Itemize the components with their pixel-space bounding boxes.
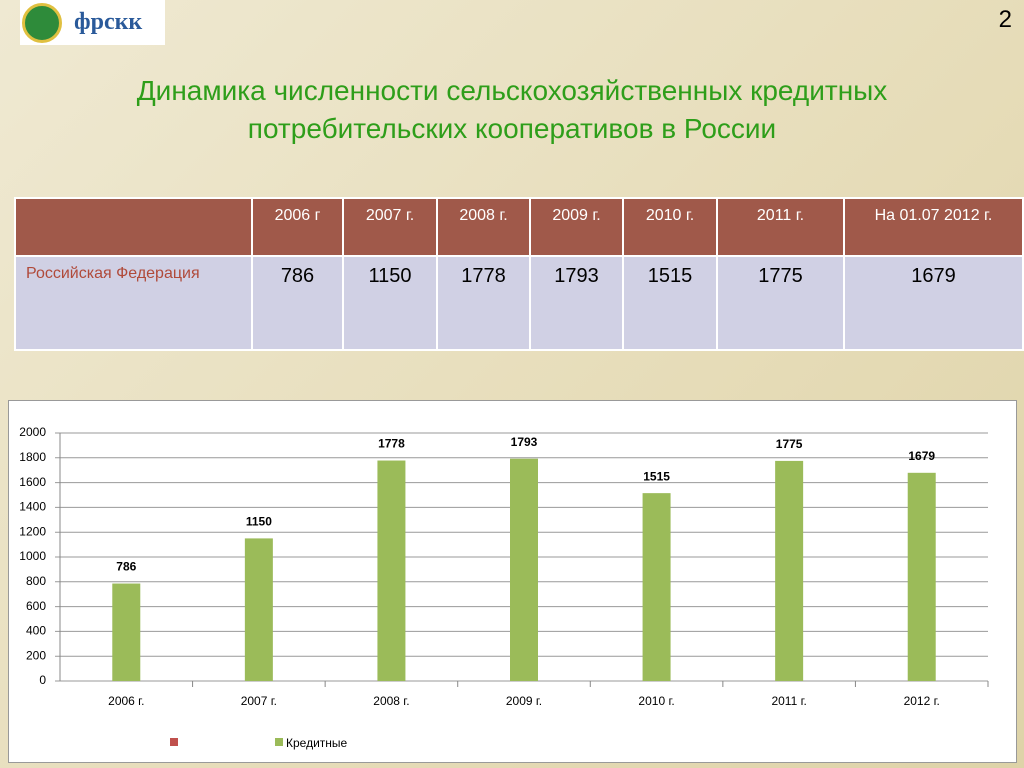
- bar: [510, 458, 538, 681]
- cell: 1793: [529, 255, 624, 351]
- data-label: 1150: [246, 515, 272, 529]
- column-header: 2009 г.: [529, 197, 624, 257]
- x-tick-label: 2007 г.: [241, 694, 277, 708]
- header-row: 2006 г 2007 г. 2008 г. 2009 г. 2010 г. 2011 г…: [14, 197, 1024, 257]
- page-number: 2: [998, 6, 1012, 33]
- y-tick-label: 1600: [19, 475, 46, 489]
- legend-swatch: [275, 738, 283, 746]
- table: 2006 г 2007 г. 2008 г. 2009 г. 2010 г. 2011 г…: [14, 197, 1024, 351]
- y-tick-label: 400: [26, 624, 46, 638]
- column-header: На 01.07 2012 г.: [843, 197, 1024, 257]
- y-tick-label: 600: [26, 599, 46, 613]
- bar: [377, 460, 406, 681]
- x-tick-label: 2009 г.: [506, 694, 542, 708]
- column-header: 2006 г: [251, 197, 344, 257]
- bar: [244, 538, 273, 681]
- data-label: 1793: [511, 435, 538, 449]
- data-row: Российская Федерация 786 1150 1778 1793 1515 1…: [14, 255, 1024, 351]
- column-header: 2010 г.: [622, 197, 718, 257]
- cell: 786: [251, 255, 344, 351]
- x-tick-label: 2006 г.: [108, 694, 144, 708]
- y-tick-label: 0: [39, 673, 46, 687]
- bar: [642, 493, 671, 681]
- bar: [112, 583, 141, 681]
- x-tick-label: 2012 г.: [904, 694, 940, 708]
- legend-label: Кредитные: [286, 736, 348, 750]
- y-tick-label: 1400: [19, 500, 46, 514]
- row-label: Российская Федерация: [14, 255, 253, 351]
- cell: 1515: [622, 255, 718, 351]
- y-tick-label: 1000: [19, 549, 46, 563]
- logo-text: фрскк: [74, 9, 143, 35]
- data-label: 1778: [378, 437, 405, 451]
- bar: [907, 472, 936, 681]
- cell: 1679: [843, 255, 1024, 351]
- x-tick-label: 2010 г.: [638, 694, 674, 708]
- data-label: 1775: [776, 437, 803, 451]
- legend-swatch: [170, 738, 178, 746]
- x-tick-label: 2011 г.: [771, 694, 806, 708]
- y-tick-label: 1200: [19, 524, 46, 538]
- data-label: 1679: [908, 449, 935, 463]
- column-header: 2008 г.: [436, 197, 531, 257]
- y-tick-label: 1800: [19, 450, 46, 464]
- title-line: потребительских кооперативов в России: [247, 113, 777, 144]
- chart: 0 200 400 600 800 1000 1200 1400 1600 1800 2000 200…: [8, 400, 1017, 763]
- emblem: [22, 2, 62, 43]
- cell: 1150: [342, 255, 438, 351]
- cell: 1775: [716, 255, 845, 351]
- corner-cell: [14, 197, 253, 257]
- data-label: 786: [116, 560, 136, 574]
- column-header: 2011 г.: [716, 197, 845, 257]
- logo: фрскк: [20, 0, 165, 45]
- cell: 1778: [436, 255, 531, 351]
- y-tick-label: 800: [26, 574, 46, 588]
- y-tick-label: 200: [26, 648, 46, 662]
- column-header: 2007 г.: [342, 197, 438, 257]
- y-tick-label: 2000: [19, 425, 46, 439]
- bar: [775, 460, 804, 681]
- x-tick-label: 2008 г.: [373, 694, 409, 708]
- title: Динамика численности сельскохозяйственны…: [0, 72, 1024, 148]
- data-label: 1515: [643, 469, 670, 483]
- title-line: Динамика численности сельскохозяйственны…: [136, 75, 888, 106]
